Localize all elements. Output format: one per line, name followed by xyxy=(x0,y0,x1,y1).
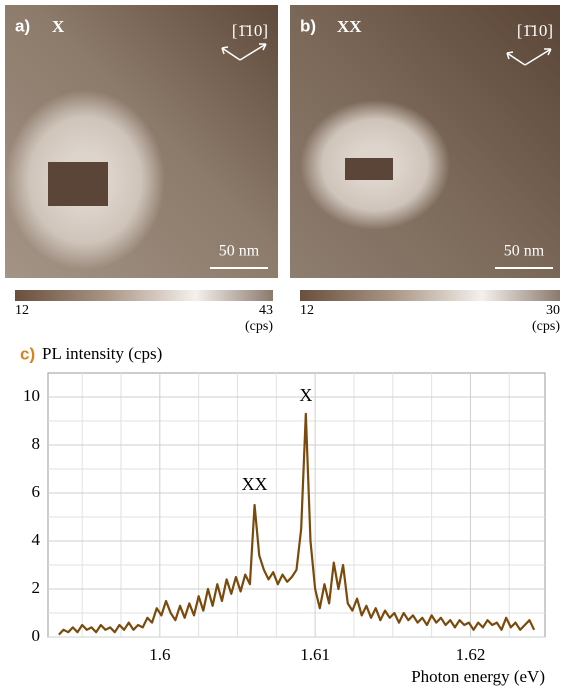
colorbar xyxy=(15,290,273,301)
colorbar-unit: (cps) xyxy=(245,319,273,334)
x-tick-label: 1.62 xyxy=(456,645,486,664)
colorbar-max: 30 xyxy=(546,303,560,318)
x-tick-label: 1.6 xyxy=(149,645,170,664)
y-tick-label: 0 xyxy=(32,626,41,645)
direction-label: [1̄10] xyxy=(232,21,268,40)
map-core xyxy=(345,158,393,180)
map-core xyxy=(48,162,108,206)
colorbar-min: 12 xyxy=(300,303,314,318)
colorbar-max: 43 xyxy=(259,303,273,318)
y-tick-label: 8 xyxy=(32,434,41,453)
colorbar xyxy=(300,290,560,301)
y-tick-label: 10 xyxy=(23,386,40,405)
panel-label: c) xyxy=(20,344,35,363)
x-tick-label: 1.61 xyxy=(300,645,330,664)
y-tick-label: 4 xyxy=(32,530,41,549)
direction-label: [1̄10] xyxy=(517,21,553,40)
annotation: XX xyxy=(242,474,268,494)
colorbar-min: 12 xyxy=(15,303,29,318)
y-axis-title: PL intensity (cps) xyxy=(42,344,162,363)
panel-title: XX xyxy=(337,17,362,36)
scale-bar-label: 50 nm xyxy=(219,243,260,260)
panel-label: b) xyxy=(300,16,316,35)
direction-arrows xyxy=(506,48,552,66)
panel-title: X xyxy=(52,17,65,36)
x-axis-title: Photon energy (eV) xyxy=(411,667,545,686)
panel-label: a) xyxy=(15,16,30,35)
direction-arrows xyxy=(221,43,267,61)
scale-bar-label: 50 nm xyxy=(504,243,545,260)
map-a xyxy=(5,5,278,278)
y-tick-label: 6 xyxy=(32,482,41,501)
annotation: X xyxy=(299,385,312,405)
series-line xyxy=(58,412,536,636)
map-b xyxy=(290,5,560,278)
y-tick-label: 2 xyxy=(32,578,41,597)
colorbar-unit: (cps) xyxy=(532,319,560,334)
plot-frame xyxy=(47,372,546,638)
